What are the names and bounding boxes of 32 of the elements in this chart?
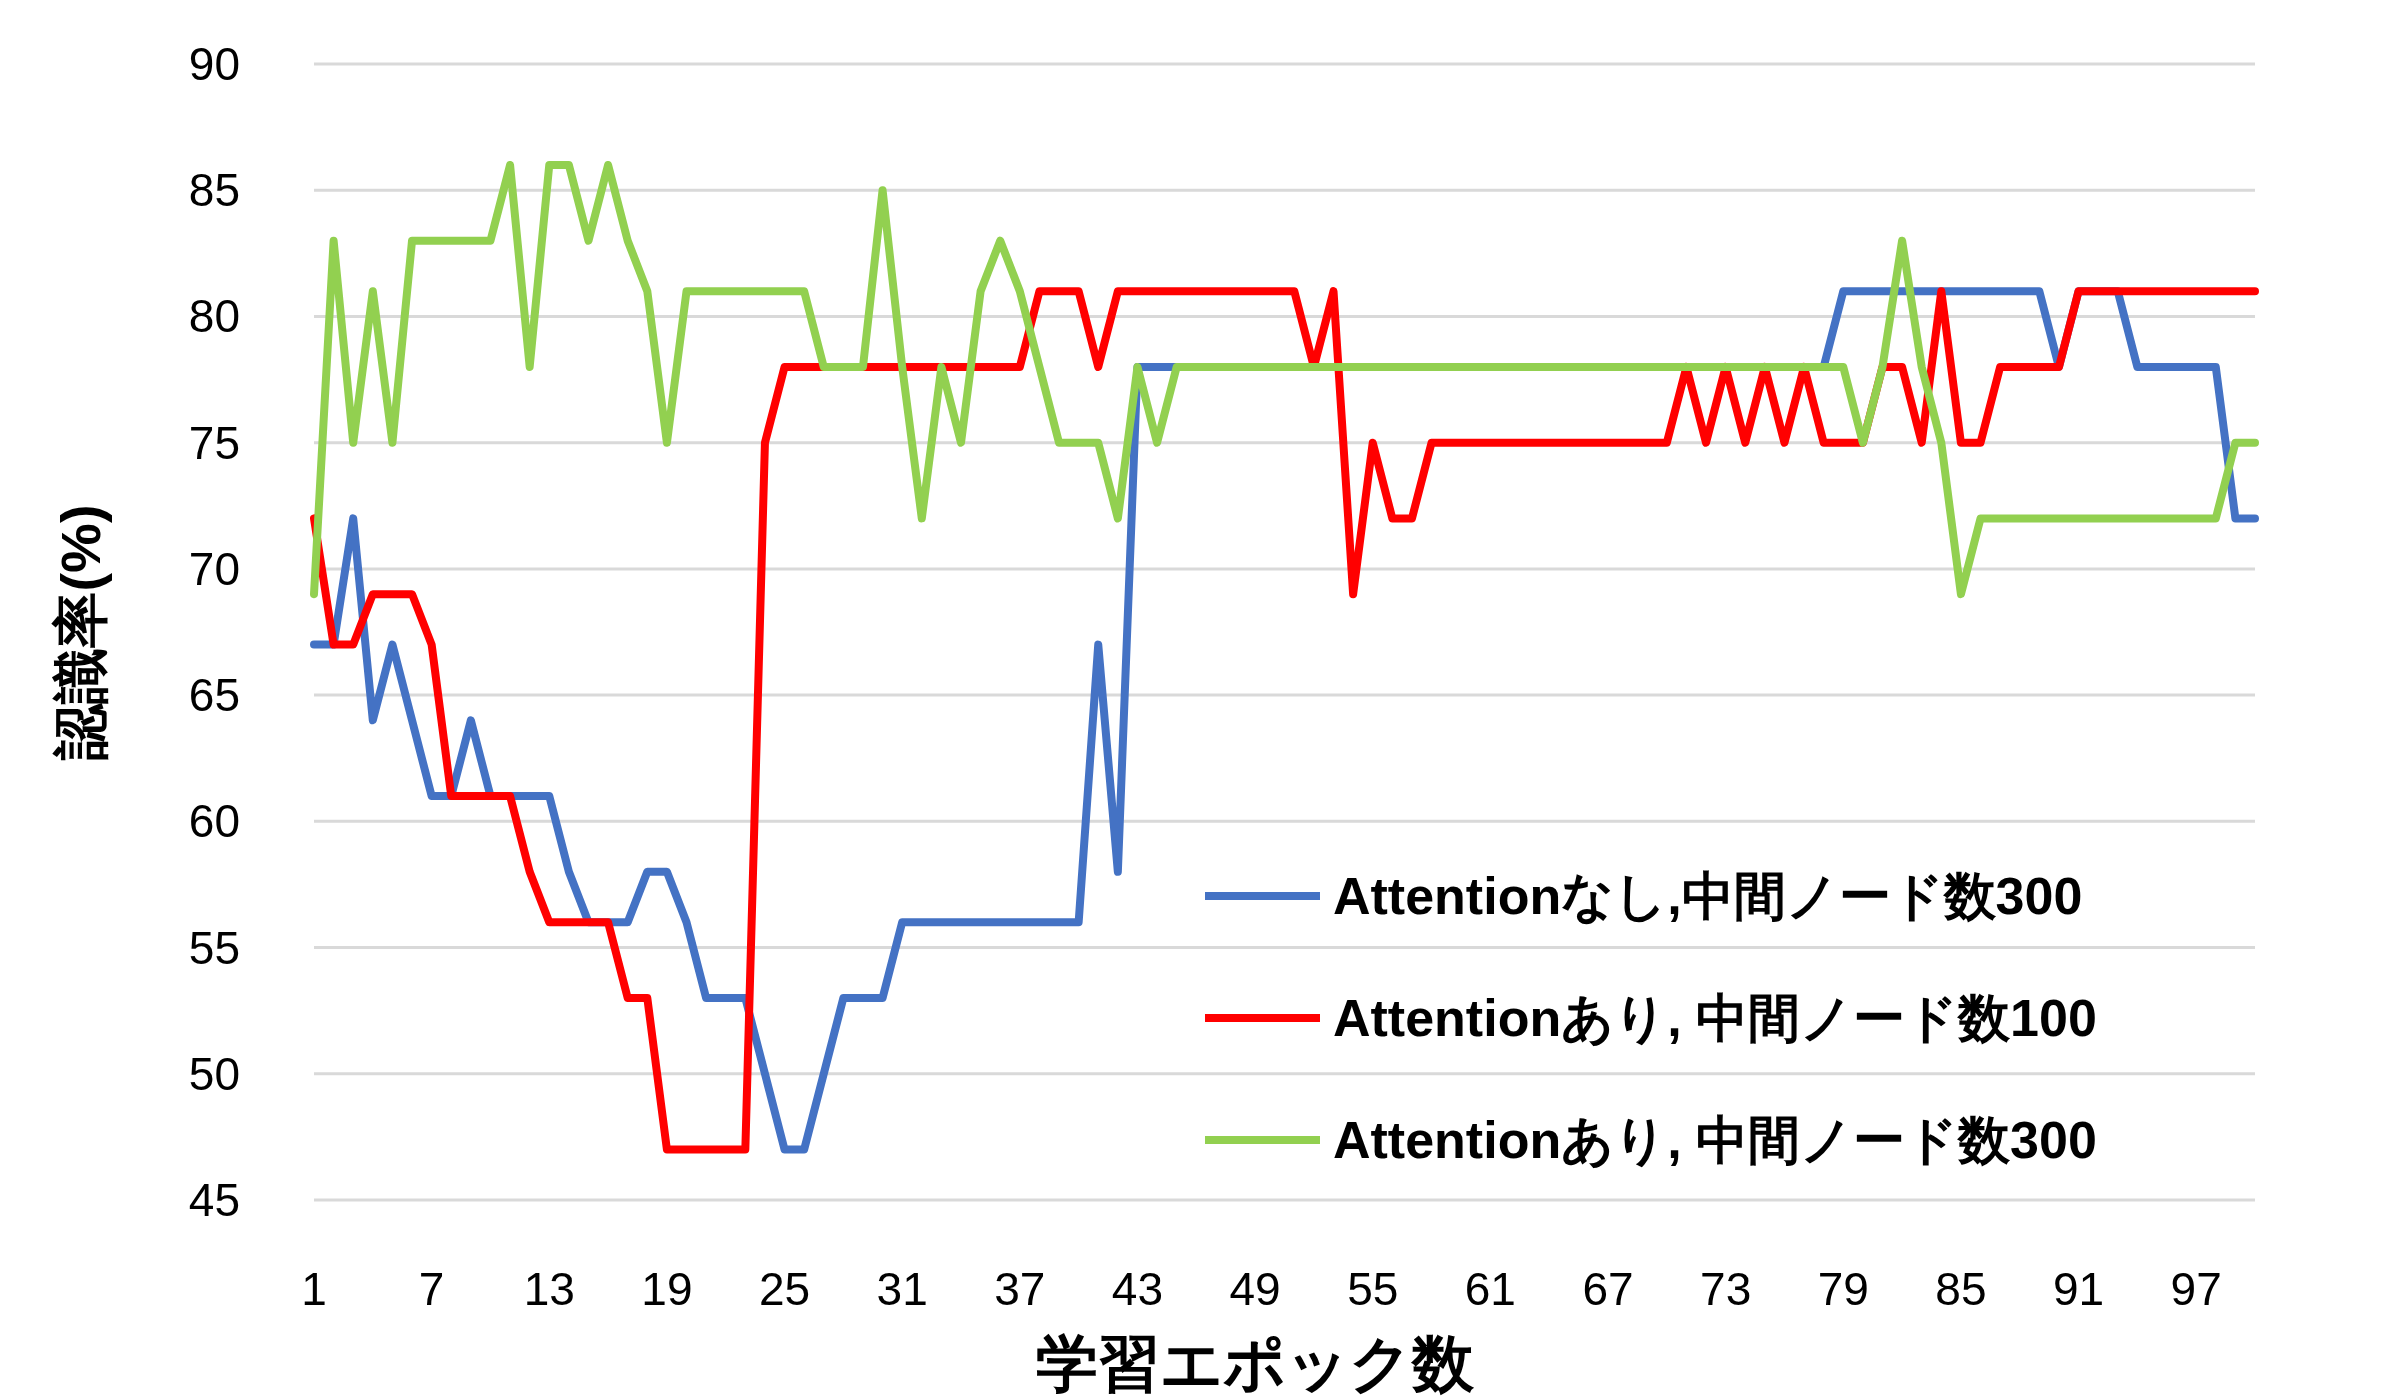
- x-tick-label: 85: [1935, 1263, 1987, 1315]
- x-tick-label: 61: [1464, 1263, 1516, 1315]
- legend-label: Attentionあり, 中間ノード数300: [1333, 1111, 2097, 1169]
- x-tick-label: 73: [1700, 1263, 1752, 1315]
- y-tick-label: 60: [188, 795, 240, 848]
- x-tick-label: 49: [1229, 1263, 1281, 1315]
- y-tick-label: 65: [188, 669, 240, 722]
- x-tick-label: 1: [301, 1263, 327, 1315]
- x-tick-label: 31: [876, 1263, 928, 1315]
- y-tick-label: 85: [188, 164, 240, 217]
- legend-label: Attentionなし,中間ノード数300: [1333, 867, 2083, 925]
- x-tick-label: 37: [994, 1263, 1046, 1315]
- x-tick-label: 79: [1817, 1263, 1869, 1315]
- x-tick-label: 97: [2170, 1263, 2222, 1315]
- y-axis-title: 認識率(%): [49, 504, 112, 761]
- x-tick-label: 25: [758, 1263, 811, 1315]
- x-axis-title: 学習エポック数: [1035, 1329, 1475, 1397]
- y-tick-label: 90: [188, 38, 240, 90]
- y-tick-label: 75: [188, 416, 240, 469]
- legend-label: Attentionあり, 中間ノード数100: [1333, 989, 2097, 1047]
- x-tick-label: 55: [1347, 1263, 1399, 1315]
- x-tick-label: 7: [418, 1263, 445, 1315]
- x-tick-label: 19: [641, 1263, 693, 1315]
- y-tick-label: 70: [188, 542, 240, 595]
- y-tick-label: 50: [188, 1047, 240, 1100]
- x-tick-label: 91: [2052, 1263, 2105, 1315]
- x-tick-label: 67: [1582, 1263, 1634, 1315]
- y-tick-label: 45: [188, 1174, 240, 1226]
- x-tick-label: 43: [1111, 1263, 1164, 1315]
- x-tick-label: 13: [523, 1263, 575, 1315]
- y-tick-label: 80: [188, 290, 240, 343]
- y-tick-label: 55: [188, 921, 240, 974]
